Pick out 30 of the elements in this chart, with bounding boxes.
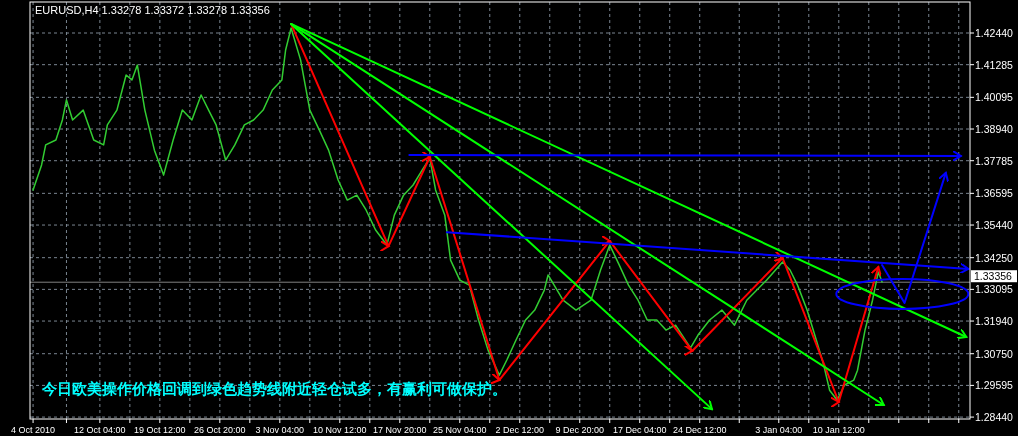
- y-tick-label: 1.28440: [975, 411, 1014, 424]
- y-tick-label: 1.34250: [975, 251, 1014, 264]
- y-tick-label: 1.29595: [975, 379, 1014, 392]
- y-tick-label: 1.33095: [975, 283, 1014, 296]
- annotation: 今日欧美操作价格回调到绿色趋势线附近轻仓试多，有赢利可做保护。: [41, 380, 507, 397]
- ref-line-label: 1.33356: [974, 270, 1013, 283]
- x-tick-label: 9 Dec 20:00: [555, 425, 605, 435]
- x-tick-label: 17 Nov 20:00: [373, 425, 427, 435]
- y-tick-label: 1.30750: [975, 347, 1014, 360]
- x-tick-label: 24 Dec 12:00: [672, 425, 727, 435]
- y-tick-label: 1.41285: [975, 58, 1014, 71]
- x-tick-label: 4 Oct 2010: [11, 425, 56, 435]
- x-tick-label: 12 Oct 04:00: [74, 425, 126, 435]
- x-tick-label: 3 Jan 04:00: [755, 425, 803, 435]
- y-tick-label: 1.40095: [975, 91, 1014, 104]
- chart-title: EURUSD,H4 1.33278 1.33372 1.33278 1.33356: [35, 4, 270, 16]
- x-tick-label: 10 Jan 12:00: [812, 425, 865, 435]
- y-tick-label: 1.35440: [975, 219, 1014, 232]
- y-tick-label: 1.36595: [975, 187, 1014, 200]
- x-tick-label: 2 Dec 12:00: [495, 425, 545, 435]
- y-tick-label: 1.38940: [975, 123, 1014, 136]
- x-tick-label: 17 Dec 04:00: [612, 425, 667, 435]
- x-tick-label: 26 Oct 20:00: [194, 425, 246, 435]
- y-tick-label: 1.31940: [975, 315, 1014, 328]
- x-tick-label: 25 Nov 04:00: [433, 425, 487, 435]
- y-tick-label: 1.42440: [975, 27, 1014, 39]
- x-tick-label: 10 Nov 12:00: [313, 425, 367, 435]
- x-tick-label: 19 Oct 12:00: [134, 425, 186, 435]
- x-tick-label: 3 Nov 04:00: [255, 425, 305, 435]
- y-tick-label: 1.37785: [975, 154, 1014, 167]
